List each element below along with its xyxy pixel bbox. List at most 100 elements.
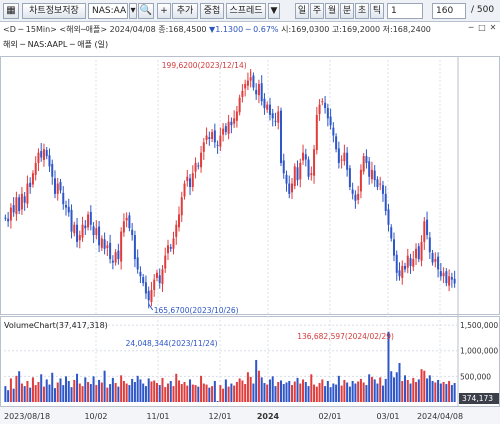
volume-bar bbox=[423, 370, 426, 402]
candle-body bbox=[453, 278, 456, 284]
volume-bar bbox=[296, 377, 299, 402]
volume-bar bbox=[9, 378, 12, 402]
volume-bar bbox=[326, 380, 329, 402]
volume-bar bbox=[131, 378, 134, 402]
period-day-button[interactable]: 일 bbox=[295, 3, 309, 19]
price-info-bar: <D ─ 15Min> <해외─애플> 2024/04/08 종:168,450… bbox=[0, 22, 500, 56]
period-tick-button[interactable]: 틱 bbox=[370, 3, 384, 19]
candle-body bbox=[233, 118, 236, 124]
volume-bar bbox=[233, 385, 236, 402]
period-minute-button[interactable]: 분 bbox=[340, 3, 354, 19]
candle-body bbox=[420, 241, 423, 261]
candle-body bbox=[274, 120, 277, 122]
series-title: 해외 ─ NAS:AAPL ─ 애플 (일) bbox=[3, 40, 109, 49]
volume-bar bbox=[117, 386, 120, 402]
symbol-input[interactable]: NAS:AAP bbox=[88, 3, 128, 19]
volume-bar bbox=[434, 382, 437, 402]
candle-body bbox=[208, 137, 211, 139]
volume-bar bbox=[87, 382, 90, 402]
add-indicator-icon[interactable]: + bbox=[157, 3, 171, 19]
candle-body bbox=[37, 152, 40, 163]
volume-bar bbox=[144, 386, 147, 402]
candle-body bbox=[279, 110, 282, 163]
volume-bar bbox=[67, 380, 70, 402]
candle-body bbox=[31, 173, 34, 185]
interval-input[interactable]: 1 bbox=[387, 3, 423, 19]
candle-body bbox=[404, 265, 407, 270]
candle-body bbox=[172, 238, 175, 249]
candle-body bbox=[200, 152, 203, 168]
symbol-search-icon[interactable]: ▾ bbox=[129, 3, 137, 19]
volume-bar bbox=[235, 382, 238, 402]
volume-bar bbox=[329, 387, 332, 402]
volume-bar bbox=[84, 377, 87, 402]
period-week-button[interactable]: 주 bbox=[310, 3, 324, 19]
volume-bar bbox=[70, 387, 73, 402]
volume-bar bbox=[417, 379, 420, 402]
period-second-button[interactable]: 초 bbox=[355, 3, 369, 19]
volume-bar bbox=[313, 384, 316, 402]
candle-body bbox=[296, 167, 299, 181]
close-window-icon[interactable]: ✕ bbox=[489, 23, 497, 32]
candle-body bbox=[335, 136, 338, 150]
zoom-icon[interactable]: 🔍 bbox=[138, 3, 154, 19]
overlap-button[interactable]: 중첩 bbox=[200, 3, 224, 19]
volume-bar bbox=[274, 386, 277, 402]
volume-bar bbox=[310, 374, 313, 402]
candle-body bbox=[73, 224, 76, 234]
candle-body bbox=[431, 253, 434, 263]
spread-button[interactable]: 스프레드 bbox=[226, 3, 266, 19]
volume-bar bbox=[343, 379, 346, 402]
price-pane bbox=[0, 56, 500, 315]
candle-body bbox=[348, 168, 351, 187]
volume-bar bbox=[147, 378, 150, 402]
price-volume-chart[interactable]: 200,0000196,0000192,0000188,0000184,0000… bbox=[0, 56, 500, 424]
volume-bar bbox=[271, 376, 274, 402]
candle-body bbox=[266, 104, 269, 110]
volume-bar bbox=[45, 379, 48, 402]
candle-body bbox=[373, 170, 376, 181]
minimize-icon[interactable]: ─ bbox=[468, 23, 474, 32]
volume-bar bbox=[241, 380, 244, 402]
candle-body bbox=[395, 254, 398, 273]
volume-bar bbox=[153, 380, 156, 402]
tools-dropdown[interactable]: ▼ bbox=[268, 3, 280, 19]
count-input[interactable]: 160 bbox=[432, 3, 466, 19]
candle-body bbox=[321, 101, 324, 103]
volume-bar bbox=[109, 384, 112, 402]
candle-body bbox=[406, 255, 409, 268]
time-tick-label: 2024/04/08 bbox=[417, 412, 463, 421]
candle-body bbox=[40, 151, 43, 158]
candle-body bbox=[426, 219, 429, 236]
candle-body bbox=[244, 84, 247, 89]
save-chart-info-button[interactable]: 차트정보저장 bbox=[22, 3, 86, 19]
volume-bar bbox=[401, 380, 404, 402]
period-month-button[interactable]: 월 bbox=[325, 3, 339, 19]
volume-bar bbox=[78, 383, 81, 402]
candle-body bbox=[224, 126, 227, 133]
volume-bar bbox=[95, 385, 98, 402]
volume-bar bbox=[257, 370, 260, 402]
candle-body bbox=[304, 154, 307, 160]
volume-bar bbox=[40, 374, 43, 402]
volume-bar bbox=[136, 375, 139, 402]
candle-body bbox=[194, 162, 197, 172]
volume-bar bbox=[315, 386, 318, 402]
candle-body bbox=[299, 162, 302, 180]
add-button[interactable]: 추가 bbox=[172, 3, 198, 19]
grid-icon[interactable]: ▦ bbox=[3, 3, 19, 19]
volume-bar bbox=[128, 385, 131, 402]
volume-bar bbox=[175, 373, 178, 402]
candle-body bbox=[326, 108, 329, 119]
candle-body bbox=[136, 257, 139, 270]
restore-icon[interactable]: □ bbox=[478, 23, 486, 32]
volume-bar bbox=[219, 385, 222, 402]
candle-body bbox=[53, 178, 56, 194]
volume-bar bbox=[299, 383, 302, 402]
volume-bar bbox=[120, 375, 123, 402]
candle-body bbox=[51, 163, 54, 177]
candle-body bbox=[155, 272, 158, 279]
candle-body bbox=[56, 183, 59, 194]
candle-body bbox=[186, 176, 189, 182]
candle-body bbox=[351, 189, 354, 194]
